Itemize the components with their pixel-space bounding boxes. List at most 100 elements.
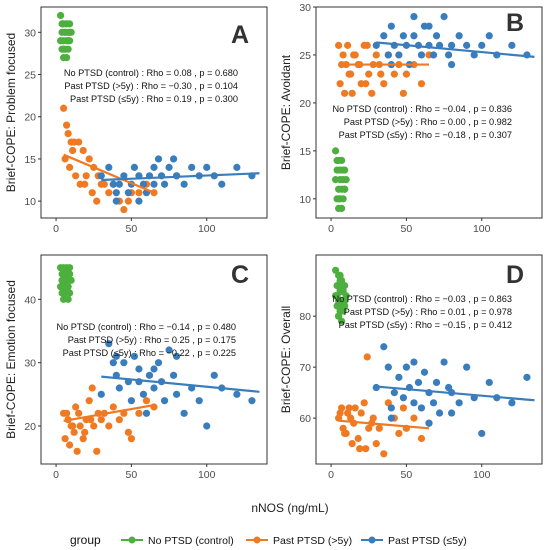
point-b-past-le5-30 [425, 22, 433, 30]
point-b-past-le5-20 [455, 32, 463, 40]
point-c-past-le5-17 [165, 346, 173, 354]
point-a-past-gt5-5 [79, 146, 87, 155]
point-d-past-gt5-18 [375, 424, 383, 432]
point-a-control-0 [56, 11, 65, 20]
point-d-past-le5-1 [380, 343, 388, 351]
point-a-past-le5-29 [135, 197, 143, 205]
fit-line-d-past-le5 [376, 385, 535, 402]
point-a-past-le5-17 [165, 163, 173, 171]
legend-item-control: No PTSD (control) [121, 535, 234, 547]
point-c-past-le5-27 [248, 397, 256, 405]
point-d-past-le5-12 [420, 368, 429, 376]
point-b-past-gt5-16 [363, 41, 371, 49]
point-b-past-le5-6 [399, 32, 407, 40]
point-c-past-le5-23 [203, 422, 211, 430]
point-a-past-le5-25 [218, 180, 226, 188]
point-c-past-gt5-15 [81, 428, 89, 436]
x-tick-label-b-0: 0 [328, 223, 334, 235]
point-b-past-le5-23 [478, 41, 486, 49]
point-c-control-21 [60, 289, 68, 297]
point-b-past-le5-31 [448, 60, 456, 69]
x-tick-label-d-0: 0 [328, 469, 334, 481]
point-a-past-le5-8 [130, 163, 139, 171]
panel-d: 0 50 100 60 70 80 Brief-COPE: Overall No PTSD (… [279, 254, 543, 481]
point-d-past-le5-5 [395, 373, 403, 381]
point-b-past-gt5-8 [365, 70, 373, 78]
stat-text-d-1: Past PTSD (>5y) : Rho = 0.01 , p = 0.978 [344, 307, 512, 317]
x-tick-label-a-50: 50 [126, 223, 138, 235]
point-b-past-le5-17 [440, 12, 448, 21]
legend-label-control: No PTSD (control) [148, 535, 234, 547]
legend-key-dot-control [128, 536, 136, 544]
fit-line-b-past-le5 [376, 41, 535, 58]
point-a-past-le5-21 [188, 163, 196, 171]
fit-line-d-control [335, 292, 347, 296]
legend-item-past-le5: Past PTSD (≤5y) [361, 535, 467, 547]
point-b-past-gt5-26 [417, 80, 426, 88]
point-c-past-gt5-4 [75, 409, 83, 417]
point-b-control-16 [338, 204, 346, 213]
point-c-past-gt5-8 [90, 422, 98, 430]
point-c-control-15 [60, 295, 68, 303]
point-c-past-le5-26 [233, 390, 241, 398]
point-a-past-gt5-17 [93, 197, 101, 205]
y-tick-label-a-25: 25 [24, 70, 36, 82]
point-c-past-le5-10 [139, 390, 148, 398]
point-c-past-le5-20 [180, 409, 188, 417]
stat-text-a-1: Past PTSD (>5y) : Rho = −0.30 , p = 0.10… [64, 81, 238, 91]
point-a-control-21 [60, 45, 68, 53]
point-b-past-gt5-13 [347, 70, 355, 78]
point-a-past-le5-10 [139, 180, 148, 188]
point-a-past-gt5-25 [135, 189, 143, 197]
point-c-past-le5-4 [115, 384, 123, 392]
point-d-past-le5-3 [387, 404, 395, 412]
point-c-past-le5-31 [173, 352, 181, 360]
point-a-past-le5-26 [233, 163, 241, 171]
point-d-past-le5-9 [410, 399, 418, 407]
point-b-control-0 [331, 147, 340, 155]
y-tick-label-b-20: 20 [299, 98, 311, 110]
point-a-past-gt5-28 [63, 121, 71, 129]
point-b-control-18 [333, 156, 341, 165]
panel-c: 0 50 100 20 30 40 Brief-COPE: Emotion focused N… [4, 254, 268, 481]
point-c-past-gt5-17 [93, 447, 101, 455]
point-a-past-le5-30 [150, 180, 158, 188]
point-a-past-le5-4 [115, 180, 123, 188]
point-a-past-le5-13 [150, 163, 158, 171]
y-tick-label-a-15: 15 [24, 154, 36, 166]
point-a-past-gt5-12 [66, 163, 74, 171]
point-c-past-le5-19 [173, 390, 181, 398]
x-tick-label-c-0: 0 [53, 469, 59, 481]
point-c-past-le5-22 [195, 397, 203, 405]
point-d-past-gt5-14 [351, 404, 359, 412]
point-c-past-le5-30 [150, 365, 158, 373]
point-d-past-le5-2 [384, 363, 392, 371]
point-c-past-gt5-23 [124, 428, 132, 436]
point-d-control-21 [335, 312, 343, 320]
point-b-past-gt5-19 [380, 80, 388, 88]
point-c-past-le5-12 [145, 371, 154, 379]
point-d-past-gt5-19 [380, 450, 388, 458]
point-b-past-le5-3 [387, 22, 395, 30]
point-d-past-le5-26 [508, 399, 516, 407]
y-tick-label-c-20: 20 [24, 421, 36, 433]
y-axis-title-b: Brief-COPE: Avoidant [279, 54, 293, 170]
x-tick-label-c-100: 100 [198, 469, 216, 481]
legend-title: group [70, 533, 101, 547]
point-d-past-gt5-26 [417, 434, 426, 443]
point-a-control-18 [58, 20, 66, 28]
point-c-past-gt5-11 [61, 435, 69, 443]
point-c-past-gt5-24 [127, 435, 135, 443]
point-d-past-le5-29 [410, 358, 418, 366]
y-tick-label-b-15: 15 [299, 146, 311, 158]
point-a-past-gt5-22 [120, 205, 128, 214]
y-tick-label-b-30: 30 [299, 2, 311, 14]
point-a-control-19 [64, 37, 72, 45]
point-a-past-gt5-19 [105, 189, 113, 197]
point-b-control-20 [341, 185, 349, 193]
point-b-past-gt5-17 [368, 89, 376, 97]
point-d-past-gt5-22 [395, 429, 403, 438]
fit-line-d-past-gt5 [338, 419, 430, 430]
point-c-past-gt5-21 [115, 416, 123, 424]
